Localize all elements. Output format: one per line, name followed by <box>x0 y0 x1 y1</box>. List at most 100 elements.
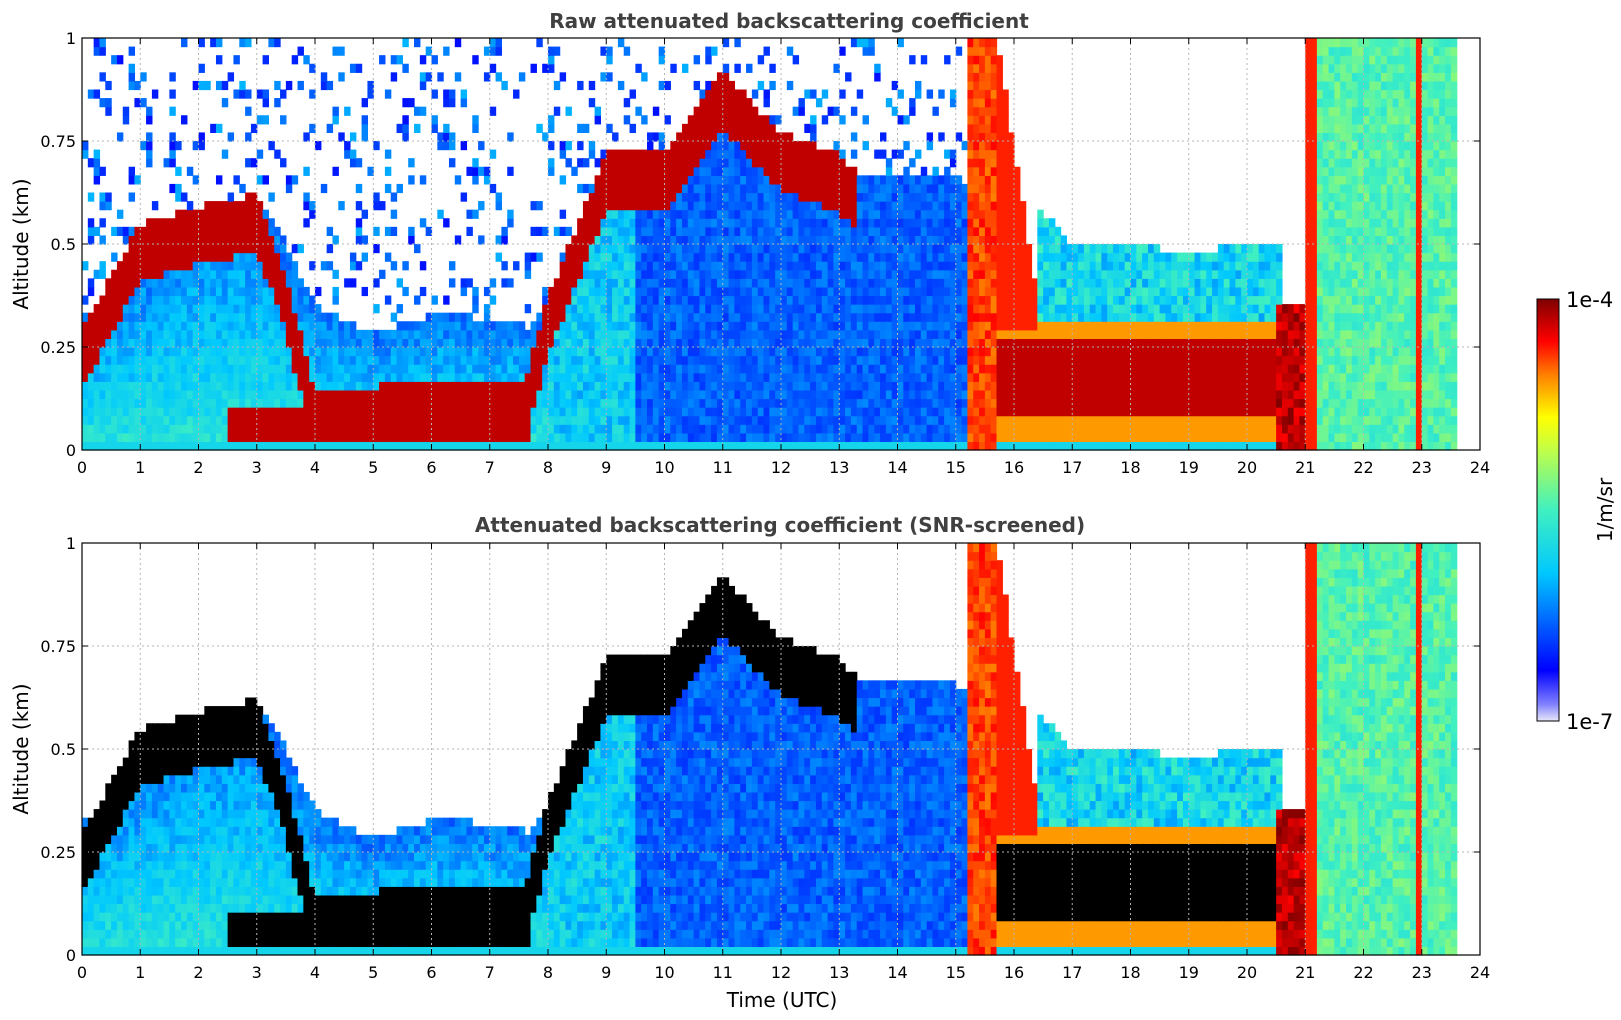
heatmap-cell <box>507 364 514 374</box>
heatmap-cell <box>909 201 916 211</box>
heatmap-cell <box>792 106 800 116</box>
heatmap-cell <box>134 304 141 314</box>
heatmap-cell <box>984 63 992 73</box>
heatmap-cell <box>845 372 852 382</box>
heatmap-cell <box>204 261 211 271</box>
heatmap-cell <box>221 312 229 322</box>
heatmap-cell <box>815 175 823 185</box>
heatmap-cell <box>769 432 776 443</box>
heatmap-cell <box>862 338 869 348</box>
heatmap-cell <box>996 226 1003 237</box>
heatmap-cell <box>169 218 176 228</box>
heatmap-cell <box>315 347 322 357</box>
heatmap-cell <box>379 329 386 340</box>
heatmap-cell <box>914 201 922 211</box>
heatmap-cell <box>355 381 363 391</box>
heatmap-cell <box>1002 441 1009 451</box>
heatmap-cell <box>664 441 671 451</box>
heatmap-cell <box>93 347 101 357</box>
heatmap-cell <box>955 295 963 305</box>
heatmap-cell <box>565 261 572 271</box>
heatmap-cell <box>827 209 835 219</box>
heatmap-cell <box>938 295 945 305</box>
heatmap-cell <box>961 329 968 340</box>
heatmap-cell <box>582 261 590 271</box>
heatmap-cell <box>658 175 666 185</box>
heatmap-cell <box>524 329 532 340</box>
heatmap-cell <box>955 407 963 417</box>
heatmap-cell <box>111 355 118 365</box>
heatmap-cell <box>792 441 800 451</box>
heatmap-cell <box>181 372 188 382</box>
heatmap-cell <box>245 218 252 228</box>
heatmap-cell <box>845 321 852 331</box>
heatmap-cell <box>612 269 619 279</box>
heatmap-cell <box>571 381 578 391</box>
heatmap-cell <box>320 355 328 365</box>
heatmap-cell <box>979 355 986 365</box>
heatmap-cell <box>303 424 310 434</box>
heatmap-cell <box>751 304 759 314</box>
heatmap-cell <box>268 398 275 408</box>
heatmap-cell <box>641 424 648 434</box>
heatmap-cell <box>99 329 106 340</box>
heatmap-cell <box>681 261 689 271</box>
heatmap-cell <box>215 261 223 271</box>
heatmap-cell <box>361 355 369 365</box>
heatmap-cell <box>687 347 695 357</box>
heatmap-cell <box>967 175 974 185</box>
heatmap-cell <box>373 329 380 340</box>
heatmap-cell <box>495 38 502 48</box>
heatmap-cell <box>984 183 992 194</box>
heatmap-cell <box>320 415 328 425</box>
heatmap-cell <box>332 364 339 374</box>
heatmap-cell <box>367 364 374 374</box>
heatmap-cell <box>681 407 689 417</box>
heatmap-cell <box>600 304 607 314</box>
heatmap-cell <box>804 252 811 262</box>
heatmap-cell <box>740 269 747 279</box>
heatmap-cell <box>291 389 299 400</box>
heatmap-cell <box>693 175 701 185</box>
heatmap-cell <box>530 355 537 365</box>
heatmap-cell <box>513 329 520 340</box>
heatmap-cell <box>786 407 794 417</box>
heatmap-cell <box>664 261 671 271</box>
heatmap-cell <box>716 304 724 314</box>
heatmap-cell <box>419 329 427 340</box>
heatmap-cell <box>990 55 998 65</box>
heatmap-cell <box>897 398 904 408</box>
heatmap-cell <box>157 338 165 348</box>
heatmap-cell <box>157 389 165 400</box>
heatmap-cell <box>82 372 89 382</box>
heatmap-cell <box>990 166 998 176</box>
heatmap-cell <box>192 329 200 340</box>
heatmap-cell <box>705 424 712 434</box>
heatmap-cell <box>122 226 130 237</box>
heatmap-cell <box>332 329 339 340</box>
heatmap-cell <box>944 149 951 159</box>
heatmap-cell <box>146 347 153 357</box>
heatmap-cell <box>903 166 910 176</box>
heatmap-cell <box>285 424 293 434</box>
heatmap-cell <box>880 244 887 254</box>
heatmap-cell <box>227 441 235 451</box>
heatmap-cell <box>99 364 106 374</box>
heatmap-cell <box>157 269 165 279</box>
heatmap-cell <box>326 261 334 271</box>
heatmap-cell <box>676 252 683 262</box>
heatmap-cell <box>909 432 916 443</box>
heatmap-cell <box>408 226 415 237</box>
heatmap-cell <box>961 286 968 297</box>
heatmap-cell <box>239 183 246 194</box>
heatmap-cell <box>967 201 974 211</box>
heatmap-cell <box>128 304 136 314</box>
heatmap-cell <box>786 441 794 451</box>
heatmap-cell <box>641 398 648 408</box>
heatmap-cell <box>676 381 683 391</box>
heatmap-cell <box>973 312 980 322</box>
heatmap-cell <box>909 55 916 65</box>
heatmap-cell <box>705 149 712 159</box>
heatmap-cell <box>687 389 695 400</box>
heatmap-cell <box>699 286 706 297</box>
